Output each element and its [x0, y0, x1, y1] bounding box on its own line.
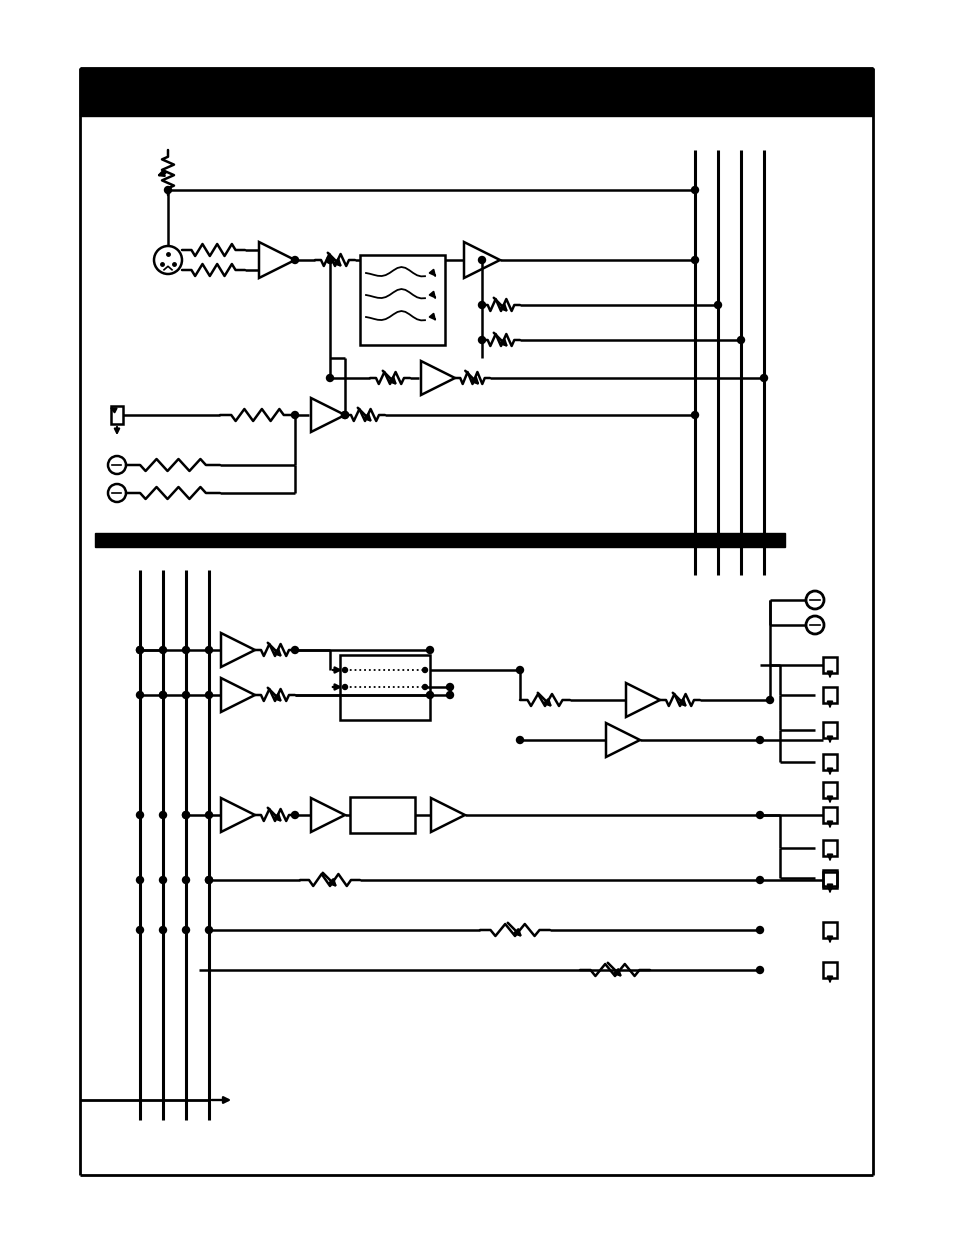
Circle shape — [516, 667, 523, 673]
Circle shape — [760, 374, 767, 382]
Circle shape — [292, 257, 298, 263]
Bar — [359, 254, 444, 345]
Circle shape — [714, 301, 720, 309]
Bar — [822, 869, 836, 885]
Circle shape — [478, 301, 485, 309]
Bar — [339, 655, 430, 720]
Circle shape — [426, 646, 433, 653]
Circle shape — [422, 684, 427, 689]
Bar — [822, 722, 836, 739]
Circle shape — [205, 646, 213, 653]
Circle shape — [159, 811, 167, 819]
Bar — [822, 923, 836, 939]
Circle shape — [205, 877, 213, 883]
Circle shape — [446, 683, 453, 690]
Circle shape — [478, 257, 485, 263]
Circle shape — [159, 692, 167, 699]
Bar — [822, 782, 836, 798]
Circle shape — [182, 646, 190, 653]
Bar — [80, 68, 872, 116]
Bar — [822, 840, 836, 856]
Circle shape — [446, 692, 453, 699]
Bar — [822, 755, 836, 769]
Circle shape — [136, 692, 143, 699]
Circle shape — [691, 411, 698, 419]
Circle shape — [342, 684, 347, 689]
Bar — [822, 657, 836, 673]
Circle shape — [164, 186, 172, 194]
Circle shape — [182, 811, 190, 819]
Circle shape — [342, 667, 347, 673]
Circle shape — [205, 877, 213, 883]
Circle shape — [691, 257, 698, 263]
Circle shape — [136, 646, 143, 653]
Circle shape — [159, 646, 167, 653]
Circle shape — [292, 811, 298, 819]
Circle shape — [136, 877, 143, 883]
Circle shape — [691, 186, 698, 194]
Circle shape — [478, 336, 485, 343]
Circle shape — [182, 926, 190, 934]
Circle shape — [326, 374, 334, 382]
Circle shape — [136, 646, 143, 653]
Bar — [822, 962, 836, 978]
Circle shape — [426, 692, 433, 699]
Circle shape — [756, 967, 762, 973]
Circle shape — [326, 257, 334, 263]
Circle shape — [756, 811, 762, 819]
Bar — [350, 797, 415, 832]
Circle shape — [292, 646, 298, 653]
Circle shape — [159, 926, 167, 934]
Circle shape — [341, 411, 348, 419]
Circle shape — [756, 926, 762, 934]
Circle shape — [422, 667, 427, 673]
Bar — [822, 687, 836, 703]
Circle shape — [765, 697, 773, 704]
Bar — [822, 872, 836, 888]
Circle shape — [756, 736, 762, 743]
Circle shape — [341, 411, 348, 419]
Circle shape — [516, 736, 523, 743]
Circle shape — [756, 877, 762, 883]
Circle shape — [136, 926, 143, 934]
Circle shape — [159, 692, 167, 699]
Circle shape — [205, 811, 213, 819]
Circle shape — [737, 336, 743, 343]
Circle shape — [182, 877, 190, 883]
Circle shape — [205, 692, 213, 699]
Circle shape — [205, 926, 213, 934]
Circle shape — [182, 811, 190, 819]
Circle shape — [159, 877, 167, 883]
Circle shape — [136, 811, 143, 819]
Bar — [822, 806, 836, 823]
Bar — [95, 534, 784, 547]
Circle shape — [292, 411, 298, 419]
Circle shape — [182, 692, 190, 699]
Bar — [111, 406, 123, 424]
